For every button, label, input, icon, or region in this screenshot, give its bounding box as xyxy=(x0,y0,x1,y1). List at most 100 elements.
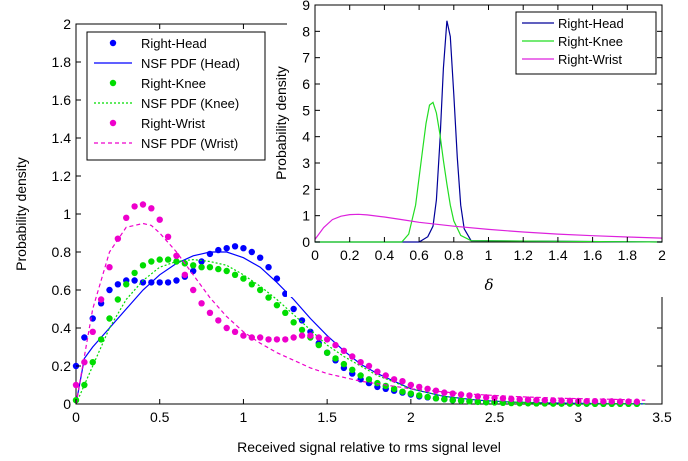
main-y-tick-label: 0.2 xyxy=(52,358,72,374)
main-right-wrist-point xyxy=(190,286,197,294)
inset-x-tick-label: 0.2 xyxy=(340,247,360,263)
main-right-wrist-point xyxy=(491,394,498,402)
main-right-wrist-point xyxy=(298,332,306,339)
main-right-knee-point xyxy=(390,385,398,392)
inset-legend-items: Right-Head Right-Knee Right-Wrist xyxy=(522,16,624,67)
inset-legend-right-knee-label: Right-Knee xyxy=(558,34,623,49)
main-legend-box xyxy=(86,31,266,161)
main-right-wrist-point xyxy=(416,383,423,391)
inset-legend-right-head-label: Right-Head xyxy=(558,16,624,31)
main-right-knee-point xyxy=(164,256,172,263)
inset-y-axis-label: Probability density xyxy=(273,66,289,180)
main-y-tick-label: 1 xyxy=(63,206,71,222)
main-right-head-point xyxy=(240,245,247,252)
main-y-tick-label: 0.8 xyxy=(52,244,72,260)
main-right-wrist-point xyxy=(549,397,557,404)
main-right-knee-point xyxy=(290,319,297,326)
main-y-tick-label: 2 xyxy=(63,16,71,32)
inset-y-tick-label: 8 xyxy=(302,23,310,39)
main-right-knee-point xyxy=(449,397,456,404)
main-right-knee-point xyxy=(416,392,423,399)
main-y-tick-label: 0.4 xyxy=(52,320,72,336)
main-right-wrist-point xyxy=(206,309,214,316)
main-y-tick-label: 1.6 xyxy=(52,92,72,108)
main-x-tick-label: 3.5 xyxy=(652,409,672,425)
main-right-head-point xyxy=(106,286,113,294)
main-right-knee-point xyxy=(123,281,130,288)
main-right-knee-point xyxy=(231,271,239,278)
main-nsf-pdf-wrist-line xyxy=(75,222,646,405)
main-y-tick-label: 1.2 xyxy=(52,168,72,184)
main-right-wrist-point xyxy=(215,317,222,324)
main-right-wrist-point xyxy=(223,324,230,332)
legend-nsf-pdf-knee-label: NSF PDF (Knee) xyxy=(141,96,239,111)
main-right-knee-point xyxy=(441,396,448,403)
main-right-wrist-point xyxy=(441,389,448,396)
main-right-knee-point xyxy=(240,275,247,282)
inset-right-wrist-line xyxy=(314,213,663,240)
main-right-wrist-point xyxy=(390,376,398,383)
main-right-knee-point xyxy=(106,315,113,322)
main-right-wrist-point xyxy=(457,391,465,398)
main-right-knee-point xyxy=(349,366,356,373)
inset-y-tick-label: 9 xyxy=(302,0,310,13)
inset-legend-box xyxy=(515,11,657,75)
inset-right-knee-line xyxy=(315,101,663,243)
main-right-knee-point xyxy=(457,397,465,404)
main-right-wrist-point xyxy=(139,201,147,208)
main-legend-items: Right-Head NSF PDF (Head) Right-Knee NSF PD… xyxy=(94,36,240,151)
main-right-head-point xyxy=(248,248,255,256)
main-x-tick-label: 2 xyxy=(407,409,415,425)
main-legend: Right-Head NSF PDF (Head) Right-Knee NSF PD… xyxy=(86,31,266,161)
main-right-head-point xyxy=(173,277,180,284)
main-right-knee-point xyxy=(340,360,348,368)
inset-x-tick-label: 0.4 xyxy=(375,247,395,263)
main-right-wrist-point xyxy=(449,390,456,397)
main-y-tick-label: 0 xyxy=(63,396,71,412)
main-right-knee-point xyxy=(374,379,381,387)
main-right-knee-point xyxy=(382,382,389,390)
inset-y-tick-label: 3 xyxy=(302,155,310,171)
inset-x-tick-label: 1.4 xyxy=(548,247,568,263)
main-right-knee-point xyxy=(399,388,406,395)
main-right-wrist-point xyxy=(164,233,172,240)
main-right-knee-point xyxy=(273,302,281,309)
main-right-knee-point xyxy=(323,349,331,356)
main-right-wrist-point xyxy=(265,336,272,343)
main-right-wrist-point xyxy=(340,347,348,354)
legend-right-head-label: Right-Head xyxy=(141,36,207,51)
main-right-wrist-point xyxy=(273,336,281,343)
main-right-wrist-point xyxy=(290,334,297,341)
main-nsf-pdf-knee-line xyxy=(75,258,646,405)
inset-plot-series xyxy=(314,20,663,243)
main-right-wrist-point xyxy=(282,336,289,343)
main-right-wrist-point xyxy=(357,359,364,366)
main-right-knee-point xyxy=(282,309,289,316)
main-right-wrist-point xyxy=(541,397,548,404)
main-right-head-point xyxy=(298,317,306,324)
main-x-tick-label: 3 xyxy=(574,409,582,425)
inset-x-tick-label: 0.6 xyxy=(409,247,429,263)
inset-x-tick-label: 1.6 xyxy=(583,247,603,263)
main-right-wrist-point xyxy=(148,205,155,212)
main-right-wrist-point xyxy=(600,398,607,405)
main-right-wrist-point xyxy=(123,214,130,221)
inset-y-tick-label: 5 xyxy=(302,102,310,118)
inset-y-tick-label: 0 xyxy=(302,234,310,250)
main-right-wrist-point xyxy=(466,392,473,399)
main-right-head-point xyxy=(156,279,163,286)
legend-right-knee-label: Right-Knee xyxy=(141,76,206,91)
main-right-head-point xyxy=(256,254,264,261)
main-right-head-point xyxy=(81,334,88,341)
main-right-knee-point xyxy=(89,359,96,366)
legend-nsf-pdf-head-label: NSF PDF (Head) xyxy=(141,56,240,71)
inset-x-tick-label: 1 xyxy=(485,247,493,263)
main-right-wrist-point xyxy=(131,203,138,210)
main-x-tick-label: 2.5 xyxy=(485,409,505,425)
main-right-knee-point xyxy=(139,262,147,269)
main-right-wrist-point xyxy=(256,334,264,341)
main-right-knee-point xyxy=(198,264,205,271)
main-right-knee-point xyxy=(432,395,440,402)
